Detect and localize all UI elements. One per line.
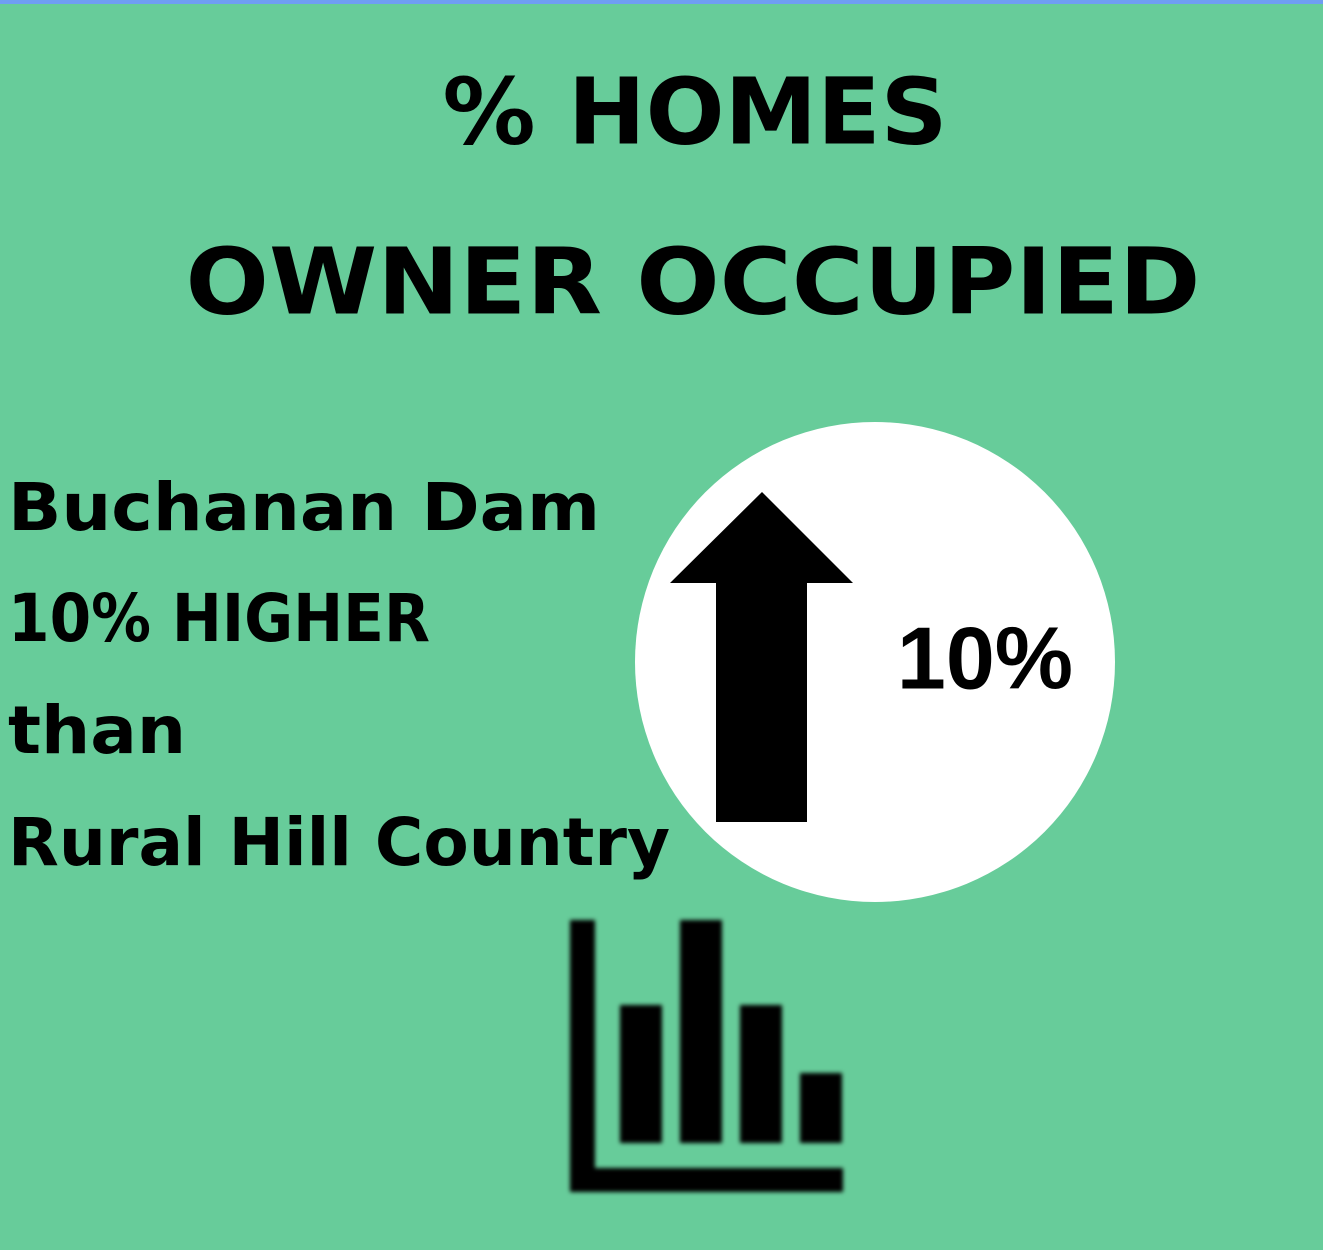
top-border [0, 0, 1323, 4]
icon-bar [620, 1005, 662, 1143]
icon-axis [570, 920, 595, 1192]
icon-bar [800, 1073, 842, 1143]
title-line: % HOMES [443, 58, 948, 165]
icon-bar [680, 920, 722, 1143]
icon-bar [740, 1005, 782, 1143]
comparison-line: than [8, 692, 186, 769]
bar-chart-icon [570, 920, 843, 1192]
comparison-line: Buchanan Dam [8, 469, 600, 546]
comparison-line: 10% HIGHER [8, 580, 430, 657]
comparison-line: Rural Hill Country [8, 804, 670, 881]
title-line: OWNER OCCUPIED [186, 228, 1201, 335]
icon-axis [570, 1168, 843, 1192]
up-arrow [670, 492, 853, 822]
badge-value: 10% [897, 608, 1073, 707]
